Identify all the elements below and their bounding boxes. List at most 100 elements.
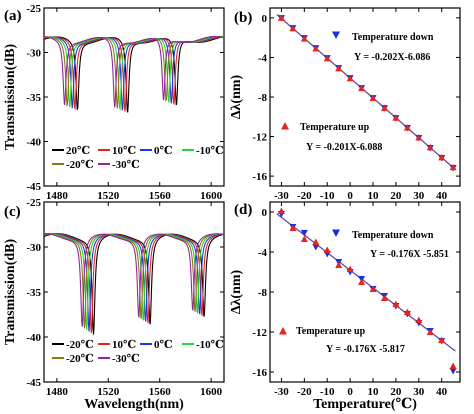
data-point xyxy=(380,104,388,111)
legend-label: 0℃ xyxy=(154,145,173,157)
x-tick-label: 1560 xyxy=(149,386,172,398)
panel-label: (a) xyxy=(4,8,22,24)
x-tick-label: 1560 xyxy=(149,190,172,202)
spectrum-line xyxy=(44,233,224,327)
annotation-marker xyxy=(281,122,289,130)
x-tick-label: -20 xyxy=(297,190,312,202)
panel-a: 1480 1520 1560 1600 -25 -30 -35 -40 -45 (a) Transm… xyxy=(3,3,225,202)
y-tick-label: -16 xyxy=(252,171,267,183)
annotation-text: Y = -0.176X -5.851 xyxy=(370,249,449,260)
annotation-text: Temperature up xyxy=(300,122,370,133)
annotation-text: Temperature down xyxy=(352,32,434,43)
data-point xyxy=(323,54,331,62)
data-point xyxy=(335,261,343,268)
spectrum-line xyxy=(44,233,224,330)
y-tick-label: -16 xyxy=(252,367,267,379)
x-tick-label: 1600 xyxy=(200,386,223,398)
spectrum-line xyxy=(44,233,224,335)
legend-label: 10℃ xyxy=(112,145,136,157)
x-tick-label: 30 xyxy=(413,190,425,202)
y-tick-label: -8 xyxy=(258,287,268,299)
y-tick-label: -25 xyxy=(26,197,41,209)
data-point xyxy=(335,64,343,72)
x-tick-label: 10 xyxy=(368,190,380,202)
series-group xyxy=(44,35,224,113)
x-tick-label: 1520 xyxy=(97,190,120,202)
data-point xyxy=(392,114,400,121)
data-point xyxy=(449,163,457,171)
x-tick-label: -10 xyxy=(320,190,335,202)
y-tick-label: -30 xyxy=(26,48,41,60)
data-point xyxy=(415,134,423,141)
legend-label: -20℃ xyxy=(66,353,94,365)
y-tick-label: -45 xyxy=(26,377,41,389)
x-tick-label: -10 xyxy=(320,386,335,398)
x-axis-label: Temperature(℃) xyxy=(313,397,417,412)
plot-frame xyxy=(269,201,461,383)
annotation-text: Y = -0.202X-6.086 xyxy=(354,52,430,63)
x-tick-label: 1520 xyxy=(97,386,120,398)
panel-d: -30 -20 -10 0 10 20 30 40 0 -4 -8 -12 -16 (d) Δλ(nm) Te… xyxy=(229,201,461,412)
data-point xyxy=(358,84,366,92)
y-tick-label: -35 xyxy=(26,287,41,299)
spectrum-line xyxy=(44,35,224,108)
data-point xyxy=(438,153,446,161)
legend-label: -30℃ xyxy=(112,353,140,365)
data-point xyxy=(312,244,320,251)
panel-label: (c) xyxy=(4,204,21,220)
data-point xyxy=(380,294,388,301)
y-tick-label: 0 xyxy=(262,13,268,25)
data-point xyxy=(426,328,434,335)
data-point xyxy=(449,368,457,375)
legend-label: -10℃ xyxy=(196,339,224,351)
x-tick-label: 1480 xyxy=(46,386,69,398)
panel-label: (b) xyxy=(234,10,252,26)
data-point xyxy=(426,143,434,151)
y-tick-label: -25 xyxy=(26,3,41,15)
spectrum-line xyxy=(44,233,224,332)
x-tick-label: 40 xyxy=(436,386,448,398)
data-point xyxy=(300,35,308,42)
data-point xyxy=(449,362,457,369)
y-axis-label: Δλ(nm) xyxy=(229,74,244,119)
legend-label: -10℃ xyxy=(196,145,224,157)
x-tick-label: 10 xyxy=(368,386,380,398)
data-point xyxy=(277,207,285,214)
y-tick-label: -40 xyxy=(26,332,41,344)
y-tick-label: -12 xyxy=(252,132,267,144)
x-tick-label: 20 xyxy=(390,386,402,398)
legend-label: -20℃ xyxy=(66,339,94,351)
x-tick-label: 40 xyxy=(436,190,448,202)
data-point xyxy=(346,74,354,82)
series-group xyxy=(44,233,224,335)
y-tick-label: -12 xyxy=(252,327,267,339)
x-axis-label: Wavelength(nm) xyxy=(84,397,184,412)
spectrum-line xyxy=(44,233,224,333)
x-tick-label: 0 xyxy=(347,190,353,202)
data-point xyxy=(403,308,411,315)
x-tick-label: 1600 xyxy=(200,190,223,202)
panel-b: -30 -20 -10 0 10 20 30 40 0 -4 -8 -12 -16 (b) Δλ(nm) Te… xyxy=(229,7,461,202)
data-point xyxy=(289,24,297,32)
y-axis-label: Transmission(dB) xyxy=(3,239,18,346)
x-tick-label: -30 xyxy=(274,190,289,202)
data-point xyxy=(403,124,411,131)
data-point xyxy=(300,230,308,237)
y-tick-label: -30 xyxy=(26,242,41,254)
annotation-marker xyxy=(332,31,340,39)
x-tick-label: 1480 xyxy=(46,190,69,202)
data-point xyxy=(369,285,377,292)
data-point xyxy=(312,45,320,52)
data-point xyxy=(323,246,331,253)
y-tick-label: -4 xyxy=(258,247,268,259)
annotation-text: Y = -0.201X-6.088 xyxy=(306,142,382,153)
annotation-marker xyxy=(279,327,287,335)
x-tick-label: -20 xyxy=(297,386,312,398)
annotation-text: Temperature up xyxy=(296,326,366,337)
panel-c: 1480 1520 1560 1600 -25 -30 -35 -40 -45 (c) Transm… xyxy=(3,197,225,412)
data-point xyxy=(415,316,423,323)
data-point xyxy=(346,265,354,272)
y-tick-label: -4 xyxy=(258,52,268,64)
y-tick-label: -8 xyxy=(258,92,268,104)
